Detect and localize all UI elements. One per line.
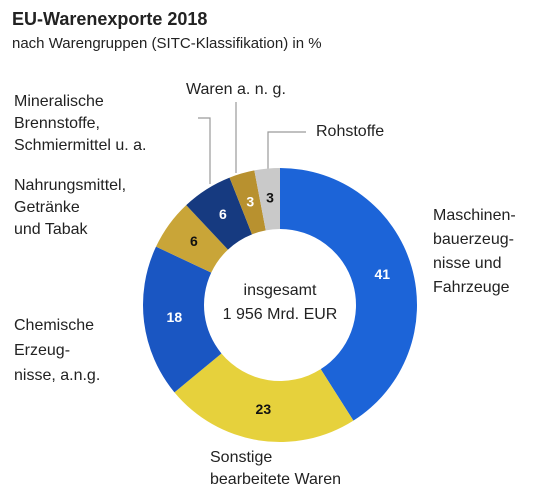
center-label: 1 956 Mrd. EUR (223, 306, 338, 323)
category-label: Mineralische (14, 93, 104, 110)
donut-segment (254, 168, 280, 231)
leader-line (267, 131, 306, 170)
category-label: Maschinen- (433, 207, 516, 224)
donut-segment (156, 205, 228, 273)
data-label: 3 (246, 193, 254, 209)
category-label: Chemische (14, 317, 94, 334)
category-label: Schmiermittel u. a. (14, 137, 146, 154)
leader-line (198, 117, 211, 184)
donut-segment (174, 353, 354, 442)
category-label: Nahrungsmittel, (14, 177, 126, 194)
center-label: insgesamt (244, 282, 317, 299)
category-label: Sonstige (210, 449, 272, 466)
data-label: 6 (219, 206, 227, 222)
donut-segment (280, 168, 417, 421)
category-label: Rohstoffe (316, 123, 384, 140)
data-label: 18 (167, 309, 183, 325)
chart-title: EU-Warenexporte 2018 (12, 9, 207, 29)
data-label: 6 (190, 233, 198, 249)
category-label: Waren a. n. g. (186, 81, 286, 98)
data-label: 3 (266, 190, 274, 206)
donut-segment (143, 246, 222, 393)
data-label: 23 (256, 401, 272, 417)
category-label: bearbeitete Waren (210, 471, 341, 487)
data-label: 41 (374, 266, 390, 282)
category-label: und Tabak (14, 221, 89, 238)
donut-segment (229, 170, 266, 235)
category-label: nisse, a.n.g. (14, 367, 100, 384)
category-label: Brennstoffe, (14, 115, 100, 132)
category-label: bauerzeug- (433, 231, 514, 248)
chart-subtitle: nach Warengruppen (SITC-Klassifikation) … (12, 35, 322, 52)
category-label: nisse und (433, 255, 502, 272)
category-label: Erzeug- (14, 342, 70, 359)
donut-segment (186, 177, 253, 250)
category-label: Getränke (14, 199, 80, 216)
category-label: Fahrzeuge (433, 279, 510, 296)
